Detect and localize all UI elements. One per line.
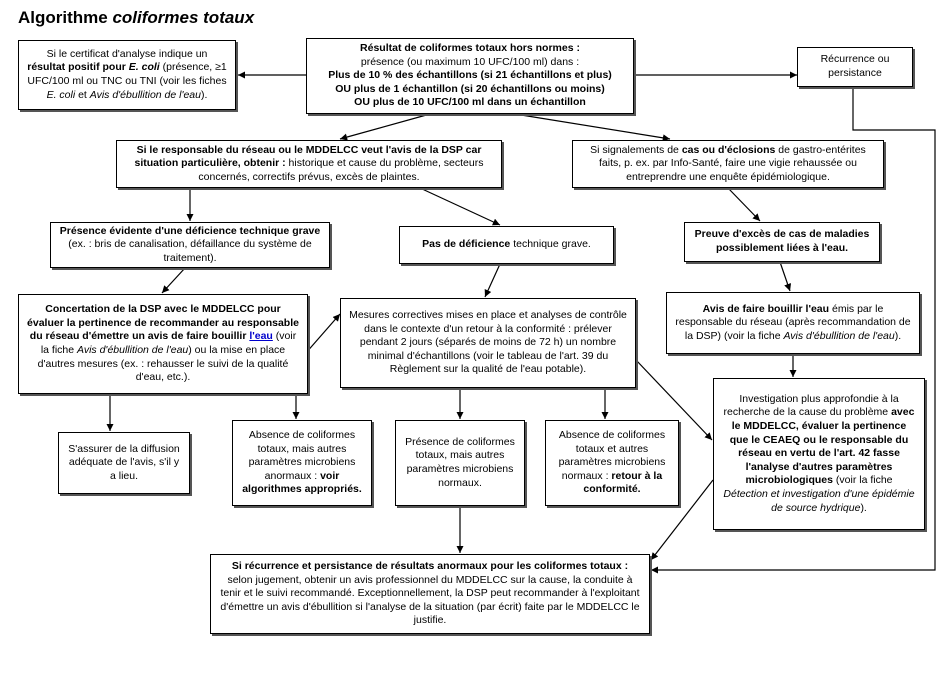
node-n_preuve: Preuve d'excès de cas de maladies possib… <box>684 222 880 262</box>
node-n_avis: Avis de faire bouillir l'eau émis par le… <box>666 292 920 354</box>
title-italic: coliformes totaux <box>112 8 254 27</box>
page-title: Algorithme coliformes totaux <box>18 8 254 28</box>
node-n_pres_def: Présence évidente d'une déficience techn… <box>50 222 330 268</box>
node-n_ecoli: Si le certificat d'analyse indique un ré… <box>18 40 236 110</box>
node-n_pas_def: Pas de déficience technique grave. <box>399 226 614 264</box>
node-n_abs1: Absence de coliformes totaux, mais autre… <box>232 420 372 506</box>
node-n_dsp: Si le responsable du réseau ou le MDDELC… <box>116 140 502 188</box>
node-n_result: Résultat de coliformes totaux hors norme… <box>306 38 634 114</box>
node-n_final: Si récurrence et persistance de résultat… <box>210 554 650 634</box>
node-n_concert: Concertation de la DSP avec le MDDELCC p… <box>18 294 308 394</box>
node-n_invest: Investigation plus approfondie à la rech… <box>713 378 925 530</box>
node-n_mesures: Mesures correctives mises en place et an… <box>340 298 636 388</box>
node-n_pres: Présence de coliformes totaux, mais autr… <box>395 420 525 506</box>
node-n_signal: Si signalements de cas ou d'éclosions de… <box>572 140 884 188</box>
node-n_recur: Récurrence ou persistance <box>797 47 913 87</box>
node-n_abs2: Absence de coliformes totaux et autres p… <box>545 420 679 506</box>
title-prefix: Algorithme <box>18 8 112 27</box>
node-n_assurer: S'assurer de la diffusion adéquate de l'… <box>58 432 190 494</box>
